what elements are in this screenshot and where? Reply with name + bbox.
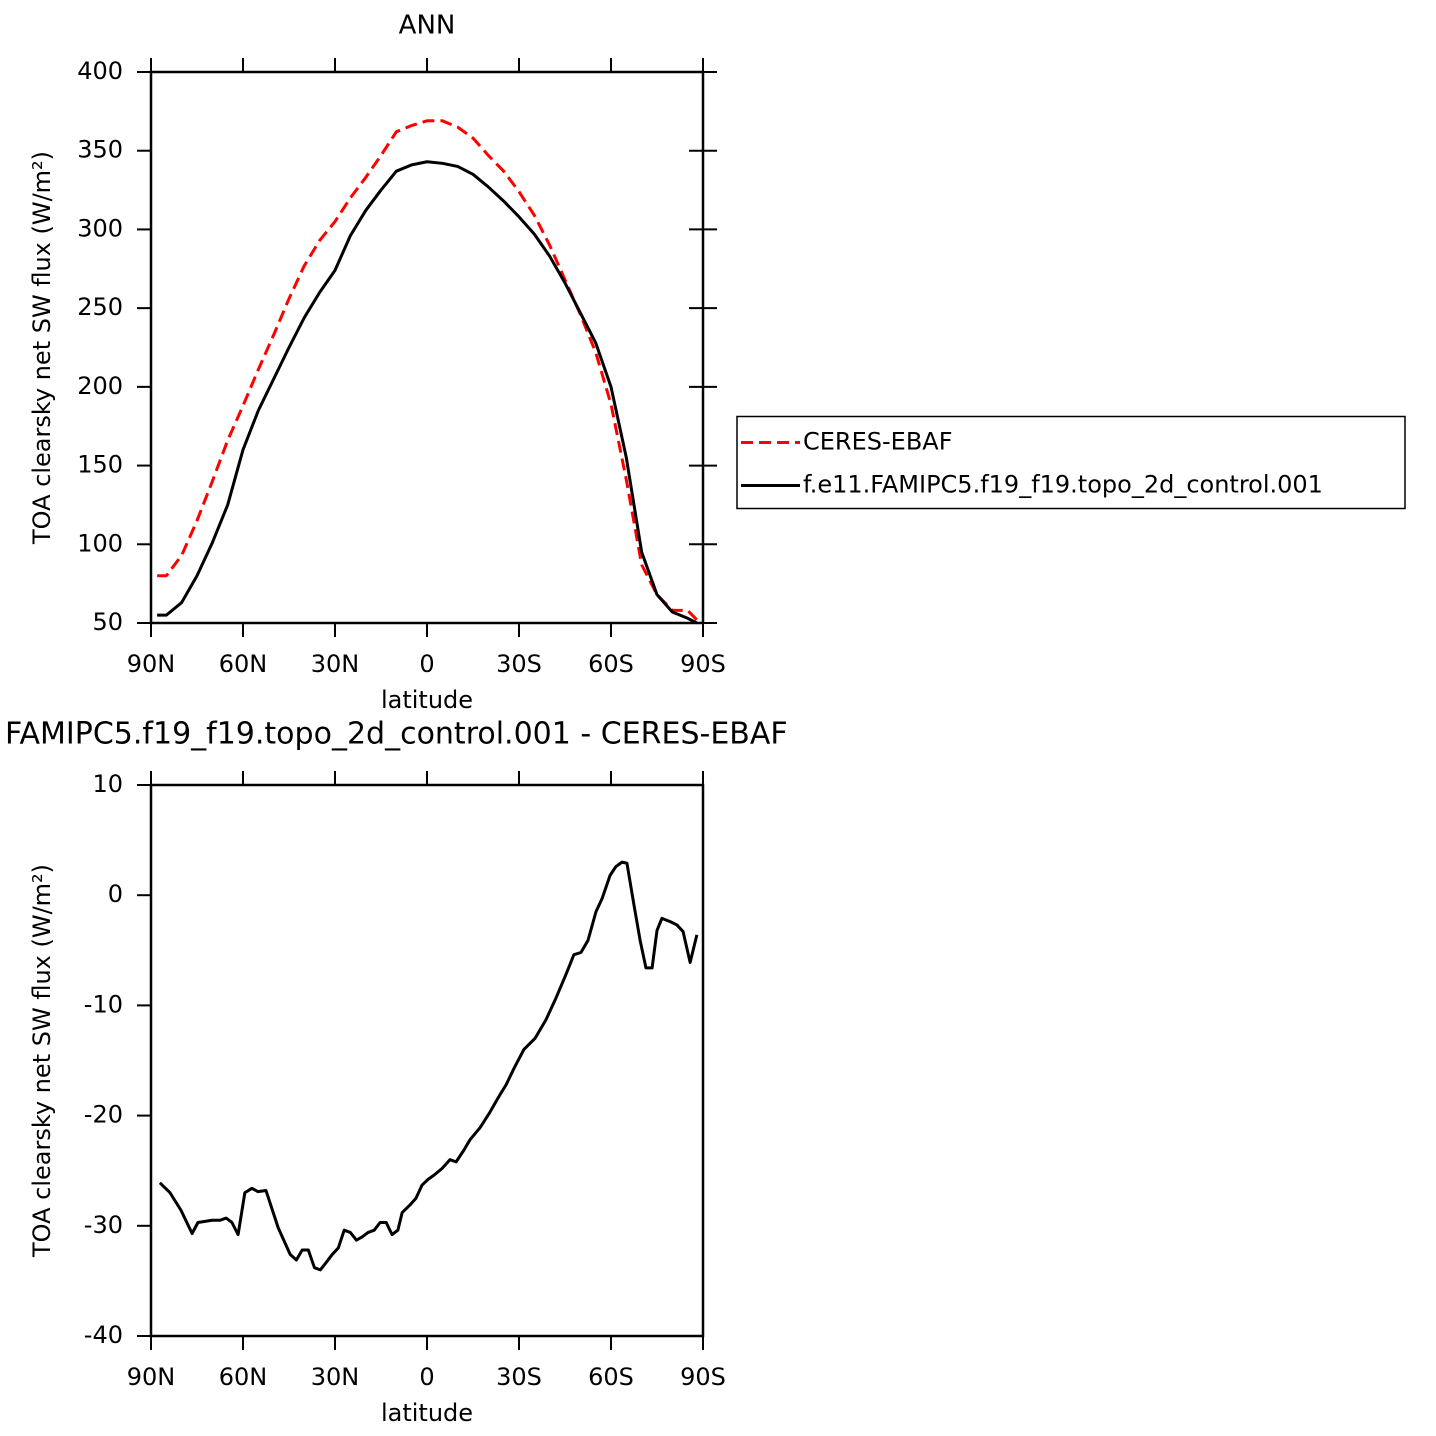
y-axis-label: TOA clearsky net SW flux (W/m²)	[28, 151, 56, 545]
x-tick-label: 30S	[496, 650, 542, 678]
x-axis-label: latitude	[381, 1399, 473, 1427]
x-tick-label: 90S	[680, 650, 726, 678]
y-tick-label: 50	[92, 608, 123, 636]
legend-box	[736, 415, 1406, 510]
x-axis-label: latitude	[381, 686, 473, 714]
data-line	[158, 860, 699, 1272]
y-tick-label: -30	[84, 1211, 123, 1239]
y-tick-label: -40	[84, 1321, 123, 1349]
plot-frame	[149, 70, 705, 625]
data-line	[157, 160, 698, 625]
y-tick-label: 0	[108, 880, 123, 908]
y-tick-label: -10	[84, 990, 123, 1018]
y-tick-label: 10	[92, 770, 123, 798]
y-tick-label: 300	[77, 214, 123, 242]
x-tick-label: 0	[419, 1363, 434, 1391]
y-tick-label: 150	[77, 451, 123, 479]
x-tick-label: 0	[419, 650, 434, 678]
x-tick-label: 90N	[127, 1363, 176, 1391]
y-tick-label: -20	[84, 1101, 123, 1129]
plot-frame	[149, 783, 705, 1338]
x-tick-label: 60S	[588, 650, 634, 678]
x-tick-label: 90S	[680, 1363, 726, 1391]
x-tick-label: 90N	[127, 650, 176, 678]
legend-label: f.e11.FAMIPC5.f19_f19.topo_2d_control.00…	[803, 471, 1323, 499]
data-line	[157, 119, 698, 621]
y-tick-label: 100	[77, 529, 123, 557]
x-tick-label: 60N	[219, 1363, 268, 1391]
x-tick-label: 60S	[588, 1363, 634, 1391]
x-tick-label: 30S	[496, 1363, 542, 1391]
x-tick-label: 30N	[311, 650, 360, 678]
x-tick-label: 60N	[219, 650, 268, 678]
y-tick-label: 250	[77, 293, 123, 321]
y-tick-label: 400	[77, 57, 123, 85]
y-tick-label: 200	[77, 372, 123, 400]
x-tick-label: 30N	[311, 1363, 360, 1391]
chart-title: FAMIPC5.f19_f19.topo_2d_control.001 - CE…	[5, 717, 788, 752]
chart-title: ANN	[399, 11, 456, 41]
legend-label: CERES-EBAF	[803, 428, 953, 456]
y-axis-label: TOA clearsky net SW flux (W/m²)	[28, 864, 56, 1258]
y-tick-label: 350	[77, 136, 123, 164]
